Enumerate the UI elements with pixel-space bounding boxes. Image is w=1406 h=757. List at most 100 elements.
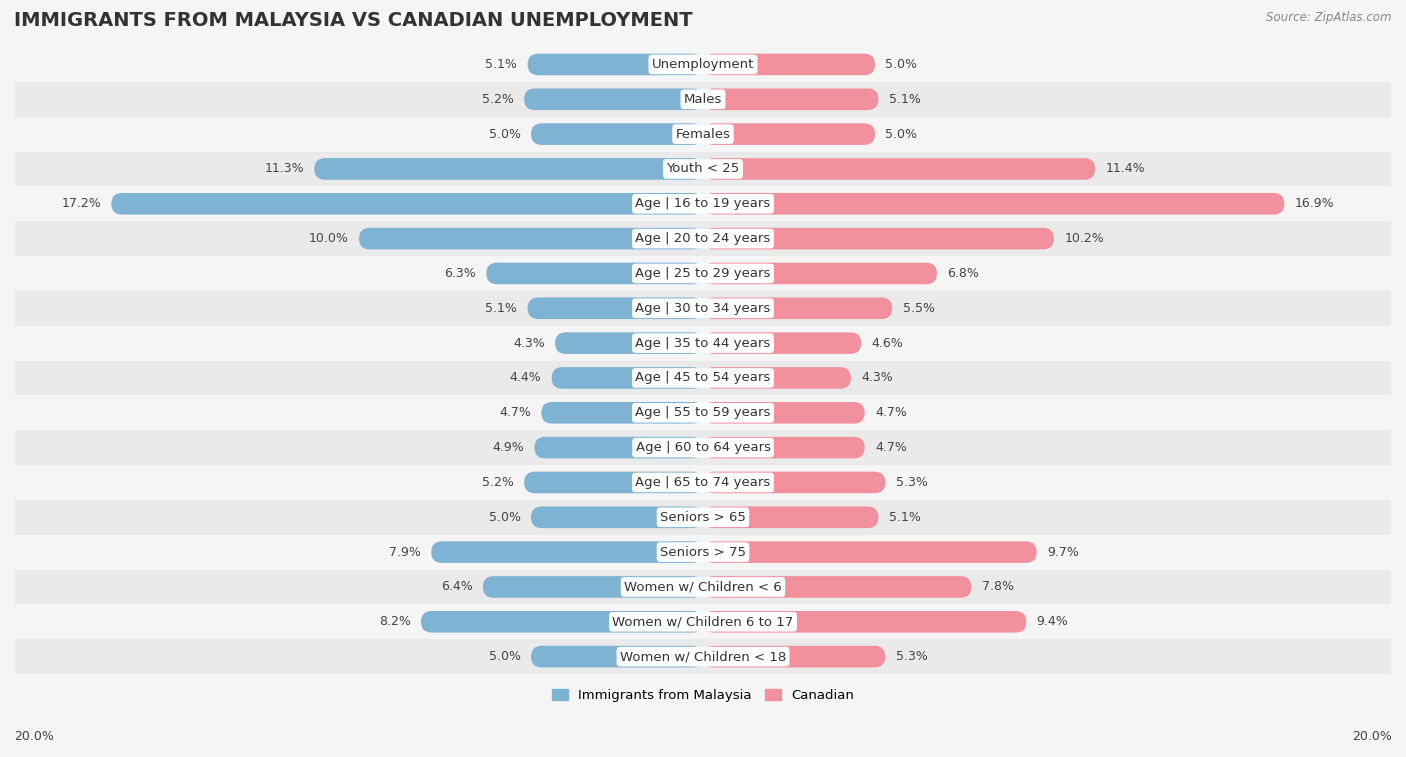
Text: 20.0%: 20.0% — [1353, 731, 1392, 743]
FancyBboxPatch shape — [551, 367, 703, 389]
FancyBboxPatch shape — [703, 472, 886, 494]
Text: Age | 45 to 54 years: Age | 45 to 54 years — [636, 372, 770, 385]
Text: Unemployment: Unemployment — [652, 58, 754, 71]
FancyBboxPatch shape — [486, 263, 703, 284]
Text: Women w/ Children 6 to 17: Women w/ Children 6 to 17 — [613, 615, 793, 628]
Text: 10.2%: 10.2% — [1064, 232, 1104, 245]
FancyBboxPatch shape — [703, 646, 886, 668]
FancyBboxPatch shape — [527, 298, 703, 319]
FancyBboxPatch shape — [524, 89, 703, 110]
FancyBboxPatch shape — [703, 263, 936, 284]
FancyBboxPatch shape — [703, 228, 1054, 249]
FancyBboxPatch shape — [531, 646, 703, 668]
FancyBboxPatch shape — [703, 506, 879, 528]
Text: 5.1%: 5.1% — [485, 302, 517, 315]
Text: 4.6%: 4.6% — [872, 337, 903, 350]
Text: 11.3%: 11.3% — [264, 163, 304, 176]
FancyBboxPatch shape — [703, 54, 875, 75]
FancyBboxPatch shape — [359, 228, 703, 249]
FancyBboxPatch shape — [703, 541, 1036, 563]
Bar — [15, 151, 1391, 186]
Text: Age | 65 to 74 years: Age | 65 to 74 years — [636, 476, 770, 489]
Bar — [15, 291, 1391, 326]
FancyBboxPatch shape — [541, 402, 703, 424]
FancyBboxPatch shape — [531, 123, 703, 145]
FancyBboxPatch shape — [111, 193, 703, 214]
FancyBboxPatch shape — [420, 611, 703, 633]
FancyBboxPatch shape — [432, 541, 703, 563]
FancyBboxPatch shape — [703, 298, 893, 319]
Bar — [15, 82, 1391, 117]
Text: Males: Males — [683, 93, 723, 106]
Text: 5.3%: 5.3% — [896, 650, 928, 663]
Legend: Immigrants from Malaysia, Canadian: Immigrants from Malaysia, Canadian — [547, 684, 859, 707]
FancyBboxPatch shape — [555, 332, 703, 354]
Bar — [15, 360, 1391, 395]
Text: 5.1%: 5.1% — [485, 58, 517, 71]
FancyBboxPatch shape — [703, 437, 865, 459]
Bar — [15, 534, 1391, 569]
Text: 11.4%: 11.4% — [1105, 163, 1144, 176]
FancyBboxPatch shape — [524, 472, 703, 494]
FancyBboxPatch shape — [482, 576, 703, 598]
Text: 16.9%: 16.9% — [1295, 198, 1334, 210]
FancyBboxPatch shape — [527, 54, 703, 75]
Text: Seniors > 65: Seniors > 65 — [659, 511, 747, 524]
FancyBboxPatch shape — [703, 123, 875, 145]
Text: Youth < 25: Youth < 25 — [666, 163, 740, 176]
Text: 9.7%: 9.7% — [1047, 546, 1078, 559]
Text: 4.9%: 4.9% — [492, 441, 524, 454]
Text: 6.4%: 6.4% — [440, 581, 472, 593]
FancyBboxPatch shape — [703, 193, 1284, 214]
Bar — [15, 500, 1391, 534]
Text: 4.4%: 4.4% — [509, 372, 541, 385]
FancyBboxPatch shape — [703, 576, 972, 598]
FancyBboxPatch shape — [703, 611, 1026, 633]
FancyBboxPatch shape — [534, 437, 703, 459]
Bar — [15, 117, 1391, 151]
Bar — [15, 639, 1391, 674]
Bar — [15, 430, 1391, 465]
Text: 5.0%: 5.0% — [489, 650, 520, 663]
Text: Age | 25 to 29 years: Age | 25 to 29 years — [636, 267, 770, 280]
Bar — [15, 47, 1391, 82]
Bar — [15, 604, 1391, 639]
Text: 5.2%: 5.2% — [482, 93, 513, 106]
Text: 5.0%: 5.0% — [886, 58, 917, 71]
Text: Source: ZipAtlas.com: Source: ZipAtlas.com — [1267, 11, 1392, 24]
Text: Age | 35 to 44 years: Age | 35 to 44 years — [636, 337, 770, 350]
Text: 5.0%: 5.0% — [489, 511, 520, 524]
Text: Age | 30 to 34 years: Age | 30 to 34 years — [636, 302, 770, 315]
Text: IMMIGRANTS FROM MALAYSIA VS CANADIAN UNEMPLOYMENT: IMMIGRANTS FROM MALAYSIA VS CANADIAN UNE… — [14, 11, 693, 30]
Text: 5.0%: 5.0% — [886, 128, 917, 141]
Text: 4.7%: 4.7% — [875, 407, 907, 419]
Bar — [15, 221, 1391, 256]
Bar — [15, 326, 1391, 360]
Text: 9.4%: 9.4% — [1036, 615, 1069, 628]
Text: Age | 60 to 64 years: Age | 60 to 64 years — [636, 441, 770, 454]
Text: 5.2%: 5.2% — [482, 476, 513, 489]
Text: 5.3%: 5.3% — [896, 476, 928, 489]
Bar — [15, 395, 1391, 430]
Text: 4.7%: 4.7% — [875, 441, 907, 454]
FancyBboxPatch shape — [703, 402, 865, 424]
FancyBboxPatch shape — [531, 506, 703, 528]
Text: 8.2%: 8.2% — [378, 615, 411, 628]
Text: Women w/ Children < 6: Women w/ Children < 6 — [624, 581, 782, 593]
Text: Women w/ Children < 18: Women w/ Children < 18 — [620, 650, 786, 663]
Text: 7.8%: 7.8% — [981, 581, 1014, 593]
Bar — [15, 256, 1391, 291]
Text: 10.0%: 10.0% — [309, 232, 349, 245]
Bar — [15, 569, 1391, 604]
Text: 5.0%: 5.0% — [489, 128, 520, 141]
Text: Females: Females — [675, 128, 731, 141]
FancyBboxPatch shape — [315, 158, 703, 179]
Text: 5.5%: 5.5% — [903, 302, 935, 315]
Text: 5.1%: 5.1% — [889, 93, 921, 106]
Text: 17.2%: 17.2% — [62, 198, 101, 210]
Text: 20.0%: 20.0% — [14, 731, 53, 743]
FancyBboxPatch shape — [703, 332, 862, 354]
Text: Seniors > 75: Seniors > 75 — [659, 546, 747, 559]
Text: 6.3%: 6.3% — [444, 267, 477, 280]
Text: Age | 20 to 24 years: Age | 20 to 24 years — [636, 232, 770, 245]
